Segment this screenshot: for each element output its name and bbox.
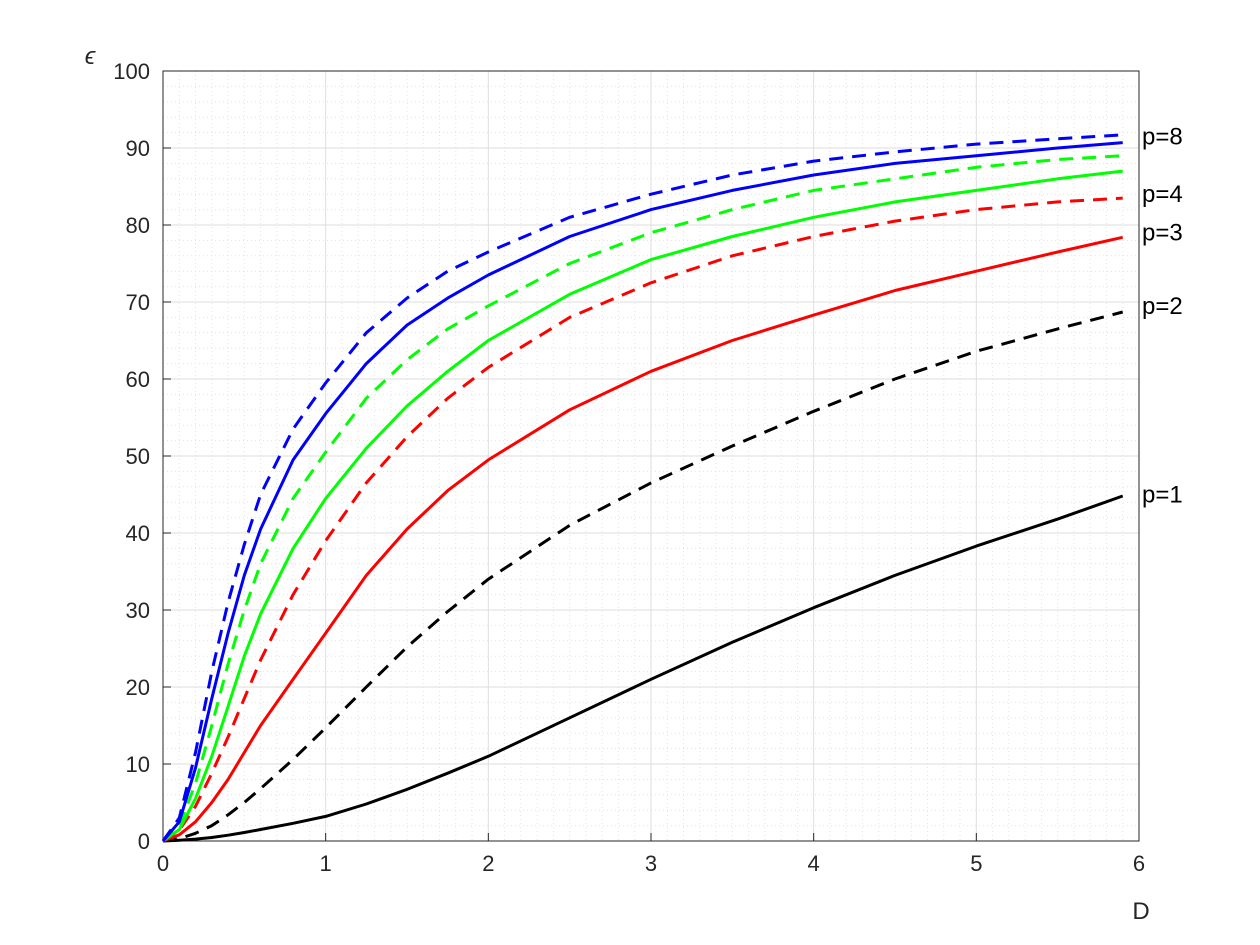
series-label-p3: p=3: [1142, 220, 1183, 247]
series-line-p8: [161, 133, 1123, 842]
x-tick-label: 3: [645, 851, 657, 876]
series-lines: [161, 133, 1124, 843]
series-line-p1: [162, 494, 1124, 843]
x-tick-label: 4: [808, 851, 820, 876]
series-label-p4: p=4: [1142, 181, 1183, 208]
x-tick-label: 1: [320, 851, 332, 876]
y-tick-label: 90: [126, 136, 150, 161]
y-tick-label: 40: [126, 521, 150, 546]
y-tick-label: 80: [126, 213, 150, 238]
y-tick-labels: 0 10 20 30 40 50 60 70 80 90 100: [113, 59, 150, 854]
y-tick-label: 60: [126, 367, 150, 392]
series-line-p3: [162, 169, 1123, 843]
series-line-p4: [161, 141, 1123, 842]
x-tick-label: 0: [157, 851, 169, 876]
series-line-dashed-1: [162, 310, 1124, 843]
x-tick-labels: 0 1 2 3 4 5 6: [157, 851, 1145, 876]
series-line-dashed-5: [161, 154, 1123, 843]
series-line-dashed-3: [162, 196, 1123, 843]
y-tick-label: 0: [138, 829, 150, 854]
series-line-p2: [162, 235, 1124, 843]
series-label-p1: p=1: [1142, 482, 1183, 509]
y-tick-label: 10: [126, 752, 150, 777]
y-axis-label: ϵ: [85, 43, 96, 70]
y-tick-label: 20: [126, 675, 150, 700]
y-tick-label: 70: [126, 290, 150, 315]
x-axis-label: D: [1132, 898, 1149, 925]
x-tick-label: 5: [970, 851, 982, 876]
major-grid: [163, 71, 1139, 841]
y-tick-label: 30: [126, 598, 150, 623]
series-labels: p=8 p=4 p=3 p=2 p=1: [1142, 123, 1183, 508]
y-tick-label: 50: [126, 444, 150, 469]
series-label-p2: p=2: [1142, 293, 1183, 320]
series-label-p8: p=8: [1142, 123, 1183, 150]
x-tick-label: 6: [1133, 851, 1145, 876]
x-tick-label: 2: [482, 851, 494, 876]
y-tick-label: 100: [113, 59, 150, 84]
